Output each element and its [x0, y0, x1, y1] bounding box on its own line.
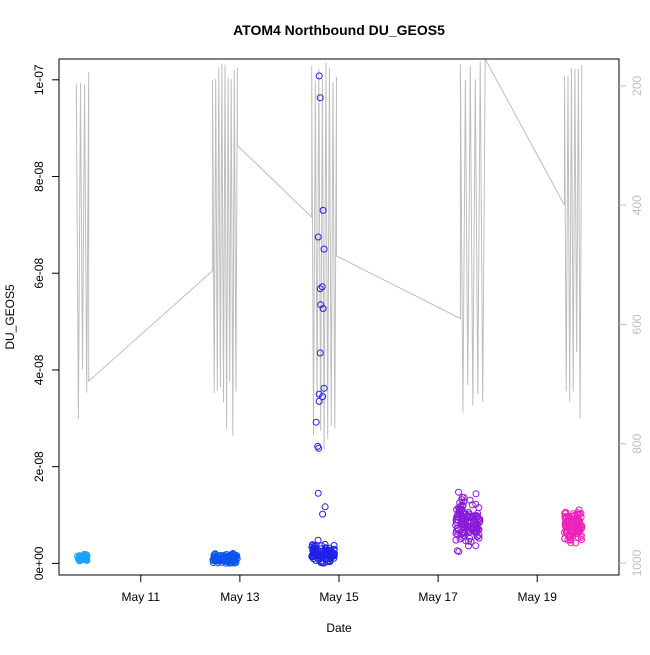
data-point [225, 555, 233, 563]
data-point [453, 527, 460, 535]
y-tick-label: 6e-08 [32, 258, 46, 289]
data-point-outlier [320, 245, 328, 253]
y-right-tick-label: 200 [630, 76, 644, 96]
data-point [467, 524, 475, 532]
x-tick-label: May 19 [518, 590, 558, 604]
data-point [475, 514, 483, 522]
data-point [463, 523, 471, 531]
data-point [566, 513, 573, 521]
y-right-tick-label: 600 [630, 314, 644, 334]
data-point [457, 509, 464, 517]
y-right-tick-label: 1000 [630, 549, 644, 576]
points-layer [74, 72, 586, 567]
data-point [314, 536, 322, 544]
data-point [312, 557, 320, 564]
data-point [472, 524, 480, 532]
data-point [322, 548, 330, 555]
data-point-outlier [319, 206, 327, 214]
x-axis: May 11 May 13 May 15 May 17 May 19 [122, 575, 558, 604]
data-point [454, 510, 462, 517]
data-point-outlier [316, 285, 324, 293]
y-tick-label: 1e-07 [32, 64, 46, 95]
data-point [462, 537, 470, 545]
data-point-outlier [320, 384, 328, 392]
data-point [472, 542, 480, 550]
pressure-line [75, 58, 583, 450]
data-point [309, 541, 316, 549]
data-point [472, 529, 480, 537]
data-point-outlier [316, 349, 324, 357]
data-point [216, 555, 224, 563]
data-point [567, 539, 575, 547]
data-point [561, 513, 569, 521]
data-point [330, 542, 338, 549]
y-right-tick-label: 800 [630, 433, 644, 453]
y-axis-label: DU_GEOS5 [3, 284, 17, 350]
y-axis-left: 0e+00 2e-08 4e-08 6e-08 8e-08 1e-07 [32, 64, 60, 580]
data-point-outlier [319, 393, 327, 401]
data-point [455, 488, 462, 496]
data-point-outlier [315, 397, 323, 405]
y-axis-right: 200 400 600 800 1000 [619, 76, 644, 576]
data-point [563, 529, 570, 537]
data-point [314, 549, 321, 557]
y-tick-label: 2e-08 [32, 451, 46, 482]
data-point [454, 531, 462, 539]
data-point [459, 513, 467, 521]
data-point [573, 516, 581, 524]
data-point [473, 533, 481, 541]
x-axis-label: Date [326, 621, 352, 635]
data-point [562, 509, 570, 517]
y-tick-label: 8e-08 [32, 161, 46, 192]
chart-title: ATOM4 Northbound DU_GEOS5 [233, 22, 445, 38]
data-point [453, 547, 461, 555]
data-point-outlier [316, 94, 324, 102]
x-tick-label: May 11 [122, 590, 161, 604]
data-point-outlier [318, 283, 326, 291]
data-point [459, 529, 467, 537]
data-point [575, 506, 583, 514]
data-point [474, 509, 482, 517]
y-right-tick-label: 400 [630, 195, 644, 215]
data-point-outlier [317, 301, 325, 309]
data-point [475, 534, 483, 542]
data-point [328, 548, 336, 556]
data-point [212, 556, 220, 564]
data-point [452, 516, 460, 524]
data-point [572, 525, 580, 533]
data-point [566, 520, 574, 528]
y-tick-label: 4e-08 [32, 354, 46, 385]
pressure-layer [75, 58, 583, 450]
x-tick-label: May 17 [418, 590, 458, 604]
data-point-outlier [315, 72, 323, 80]
data-point [472, 490, 480, 498]
data-point [466, 496, 474, 504]
data-point-outlier [321, 503, 329, 511]
data-point [465, 537, 473, 545]
data-point [469, 523, 477, 531]
data-point [78, 554, 86, 562]
data-point [456, 499, 464, 507]
data-point [327, 552, 335, 560]
data-point-outlier [314, 233, 322, 241]
data-point [566, 536, 574, 544]
data-point-outlier [319, 305, 327, 312]
data-point-outlier [314, 489, 322, 497]
y-tick-label: 0e+00 [32, 546, 46, 580]
data-point [458, 506, 466, 513]
data-point-outlier [315, 444, 323, 452]
data-point [458, 530, 465, 538]
x-tick-label: May 15 [319, 590, 359, 604]
data-point-outlier [319, 510, 327, 518]
data-point [457, 502, 465, 510]
data-point [465, 510, 473, 518]
data-point-outlier [312, 418, 320, 426]
x-tick-label: May 13 [220, 590, 260, 604]
plot-frame [58, 58, 620, 576]
data-point [209, 556, 217, 564]
